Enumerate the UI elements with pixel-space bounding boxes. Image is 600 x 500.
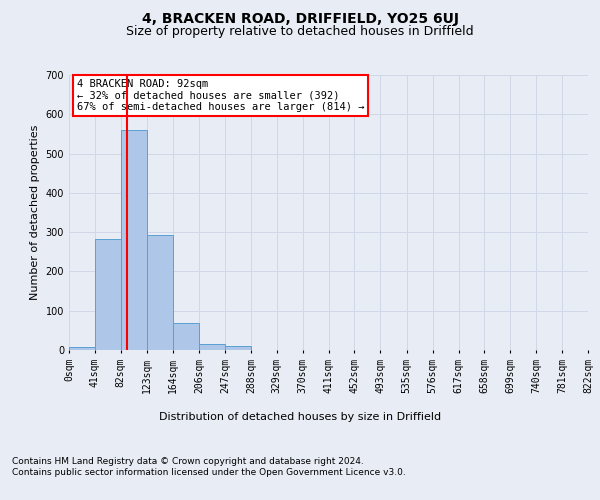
Text: Distribution of detached houses by size in Driffield: Distribution of detached houses by size … xyxy=(159,412,441,422)
Bar xyxy=(199,344,225,350)
Bar xyxy=(146,235,173,350)
Text: Contains HM Land Registry data © Crown copyright and database right 2024.
Contai: Contains HM Land Registry data © Crown c… xyxy=(12,458,406,477)
Bar xyxy=(95,239,121,350)
Bar xyxy=(225,346,251,350)
Text: 4 BRACKEN ROAD: 92sqm
← 32% of detached houses are smaller (392)
67% of semi-det: 4 BRACKEN ROAD: 92sqm ← 32% of detached … xyxy=(77,79,364,112)
Bar xyxy=(121,130,146,350)
Bar xyxy=(173,324,199,350)
Text: Size of property relative to detached houses in Driffield: Size of property relative to detached ho… xyxy=(126,25,474,38)
Bar xyxy=(69,347,95,350)
Text: 4, BRACKEN ROAD, DRIFFIELD, YO25 6UJ: 4, BRACKEN ROAD, DRIFFIELD, YO25 6UJ xyxy=(142,12,458,26)
Y-axis label: Number of detached properties: Number of detached properties xyxy=(30,125,40,300)
